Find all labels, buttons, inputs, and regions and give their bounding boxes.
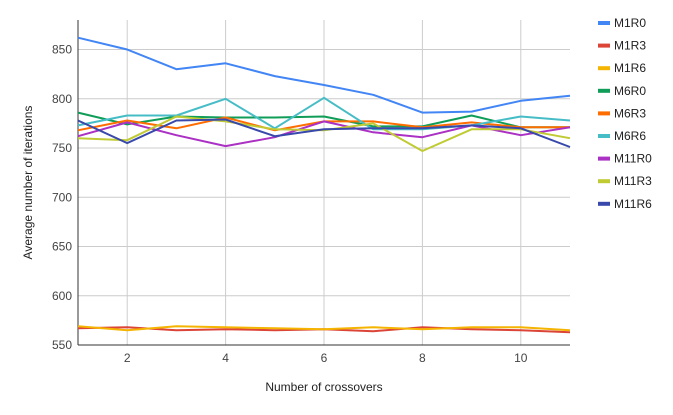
series-line-m11r6 <box>77 118 571 148</box>
axes: 2 4 6 8 10 550 600 650 700 750 800 850 <box>52 20 570 365</box>
legend-label-m6r6: M6R6 <box>614 129 646 143</box>
series-line-m6r0 <box>77 111 570 129</box>
gridlines <box>78 20 570 346</box>
legend-label-m1r3: M1R3 <box>614 39 646 53</box>
y-tick-label: 550 <box>52 338 72 352</box>
legend-label-m11r0: M11R0 <box>614 152 652 166</box>
x-tick-label: 10 <box>514 351 528 365</box>
legend-label-m11r3: M11R3 <box>614 174 652 188</box>
y-tick-label: 750 <box>52 141 72 155</box>
x-tick-label: 8 <box>419 351 426 365</box>
y-tick-label: 800 <box>52 92 72 106</box>
legend-label-m6r0: M6R0 <box>614 84 646 98</box>
x-tick-label: 2 <box>124 351 131 365</box>
series-line-m6r6 <box>77 96 571 131</box>
y-tick-label: 850 <box>52 43 72 57</box>
x-tick-label: 4 <box>222 351 229 365</box>
legend-label-m11r6: M11R6 <box>614 197 652 211</box>
series-lines <box>77 36 571 334</box>
legend-label-m6r3: M6R3 <box>614 106 646 120</box>
y-tick-label: 600 <box>52 289 72 303</box>
y-tick-label: 700 <box>52 190 72 204</box>
y-axis-title: Average number of iterations <box>21 106 35 260</box>
y-tick-label: 650 <box>52 240 72 254</box>
series-line-m1r6 <box>77 325 571 332</box>
legend-label-m1r0: M1R0 <box>614 16 646 30</box>
x-axis-title: Number of crossovers <box>265 380 382 394</box>
legend: M1R0 M1R3 M1R6 M6R0 M6R3 M6R6 M11R0 M11R3 M11R6 <box>598 16 652 211</box>
x-tick-label: 6 <box>321 351 328 365</box>
legend-label-m1r6: M1R6 <box>614 61 646 75</box>
series-line-m1r0 <box>77 36 571 114</box>
